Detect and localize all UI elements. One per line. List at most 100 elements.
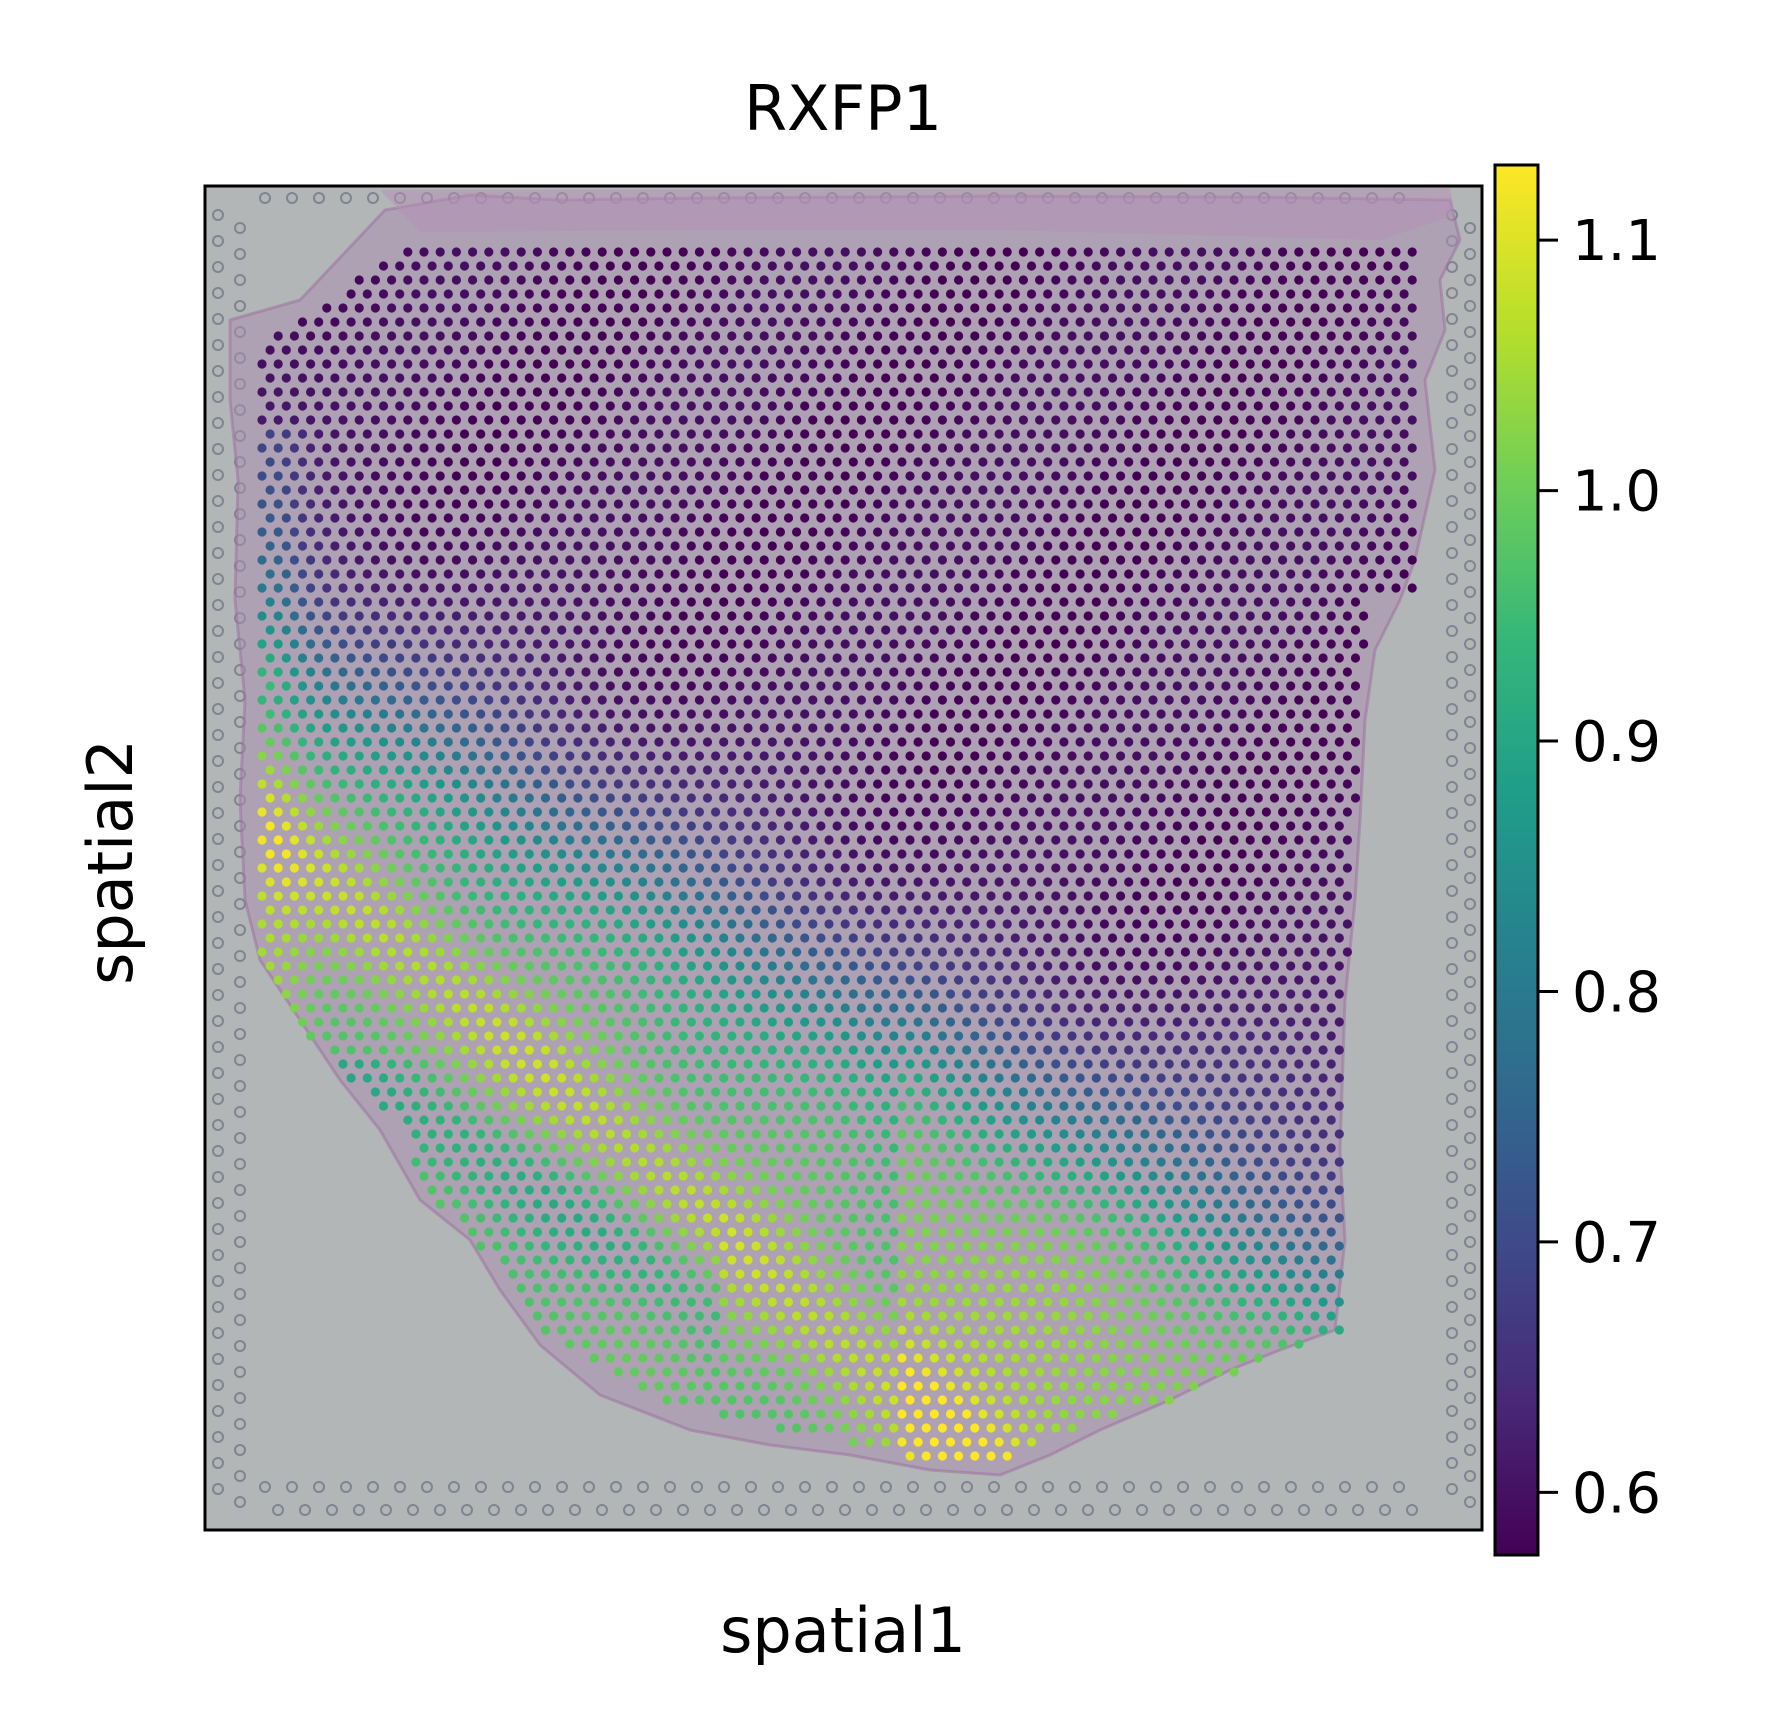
spot: [1018, 527, 1028, 537]
spot: [435, 863, 445, 873]
spot: [1286, 625, 1296, 635]
spot: [873, 499, 883, 509]
spot: [808, 891, 818, 901]
fiducial-dot: [407, 1504, 419, 1516]
spot: [330, 821, 340, 831]
spot: [1326, 359, 1336, 369]
spot: [792, 1171, 802, 1181]
spot: [808, 919, 818, 929]
spot: [913, 513, 923, 523]
spot: [1059, 513, 1069, 523]
spot: [824, 443, 834, 453]
spot: [848, 1185, 858, 1195]
spot: [468, 695, 478, 705]
spot: [540, 289, 551, 299]
spot: [686, 317, 696, 327]
spot: [378, 877, 389, 887]
spot: [986, 611, 996, 621]
spot: [338, 415, 348, 425]
spot: [994, 485, 1004, 495]
spot: [638, 513, 648, 523]
fiducial-dot: [234, 1470, 246, 1482]
spot: [1261, 1003, 1271, 1013]
spot: [1286, 989, 1296, 999]
spot: [702, 1017, 713, 1027]
spot: [289, 499, 299, 509]
spot: [516, 695, 526, 705]
spot: [678, 359, 688, 369]
spot: [532, 779, 543, 789]
spot: [921, 863, 931, 873]
spot: [500, 1199, 510, 1209]
spot: [767, 345, 777, 355]
spot: [273, 835, 283, 845]
spot: [654, 961, 664, 971]
spot: [759, 1087, 769, 1097]
spot: [670, 513, 680, 523]
spot: [1261, 359, 1271, 369]
spot: [1334, 1101, 1344, 1111]
spot: [994, 877, 1004, 887]
spot: [1326, 247, 1336, 257]
spot: [395, 401, 405, 411]
spot: [362, 597, 372, 607]
spot: [1059, 989, 1069, 999]
spot: [1286, 1185, 1296, 1195]
spot: [994, 261, 1004, 271]
spot: [913, 1157, 923, 1167]
spot: [1188, 765, 1199, 775]
fiducial-dot: [1446, 833, 1458, 845]
spot: [557, 737, 567, 747]
spot: [581, 555, 591, 565]
spot: [1067, 1059, 1077, 1069]
spot: [395, 261, 405, 271]
spot: [1148, 863, 1158, 873]
spot: [1269, 989, 1280, 999]
spot: [840, 303, 850, 313]
spot: [897, 961, 907, 971]
spot: [1059, 849, 1069, 859]
spot: [1156, 485, 1166, 495]
spot: [1205, 1073, 1215, 1083]
spot: [468, 891, 478, 901]
spot: [1002, 779, 1012, 789]
spot: [751, 401, 761, 411]
fiducial-dot: [212, 261, 224, 273]
spot: [1099, 1199, 1109, 1209]
spot: [1253, 317, 1263, 327]
spot: [1067, 247, 1077, 257]
spot: [751, 1213, 761, 1223]
spot: [630, 387, 640, 397]
spot: [476, 1213, 486, 1223]
spot: [306, 471, 316, 481]
spot: [1205, 849, 1215, 859]
spot: [816, 373, 826, 383]
spot: [500, 247, 510, 257]
spot: [281, 793, 291, 803]
spot: [686, 1101, 696, 1111]
spot: [1294, 415, 1304, 425]
spot: [500, 555, 510, 565]
fiducial-dot: [212, 885, 224, 897]
spot: [257, 359, 267, 369]
spot: [500, 583, 510, 593]
spot: [1010, 317, 1020, 327]
spot: [986, 415, 996, 425]
spot: [443, 961, 453, 971]
spot: [370, 835, 380, 845]
spot: [945, 597, 956, 607]
spot: [443, 429, 453, 439]
spot: [1310, 835, 1320, 845]
spot: [646, 947, 656, 957]
spot: [621, 849, 632, 859]
spot: [1107, 373, 1118, 383]
spot: [970, 1115, 980, 1125]
spot: [476, 1129, 486, 1139]
spot: [1156, 765, 1166, 775]
spot: [1140, 821, 1150, 831]
spot: [265, 765, 275, 775]
spot: [1188, 961, 1199, 971]
spot: [443, 1185, 453, 1195]
spot: [767, 905, 777, 915]
spot: [581, 331, 591, 341]
